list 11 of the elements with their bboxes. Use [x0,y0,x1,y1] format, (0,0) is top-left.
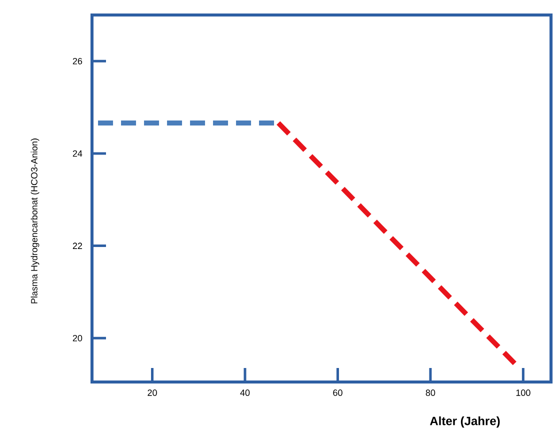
y-tick-label: 24 [72,150,82,157]
y-tick-label: 20 [72,334,82,342]
x-tick-label: 20 [148,390,157,396]
x-tick-label: 60 [333,390,342,396]
x-tick-label: 100 [516,390,530,396]
x-tick-label: 40 [240,390,250,396]
y-tick-label: 26 [72,58,82,64]
x-axis-title: Alter (Jahre) [430,416,500,428]
x-tick-label: 80 [426,390,436,396]
y-axis-title: Plasma Hydrogencarbonat (HCO3-Anion) [30,138,40,304]
y-tick-label: 22 [72,242,82,249]
